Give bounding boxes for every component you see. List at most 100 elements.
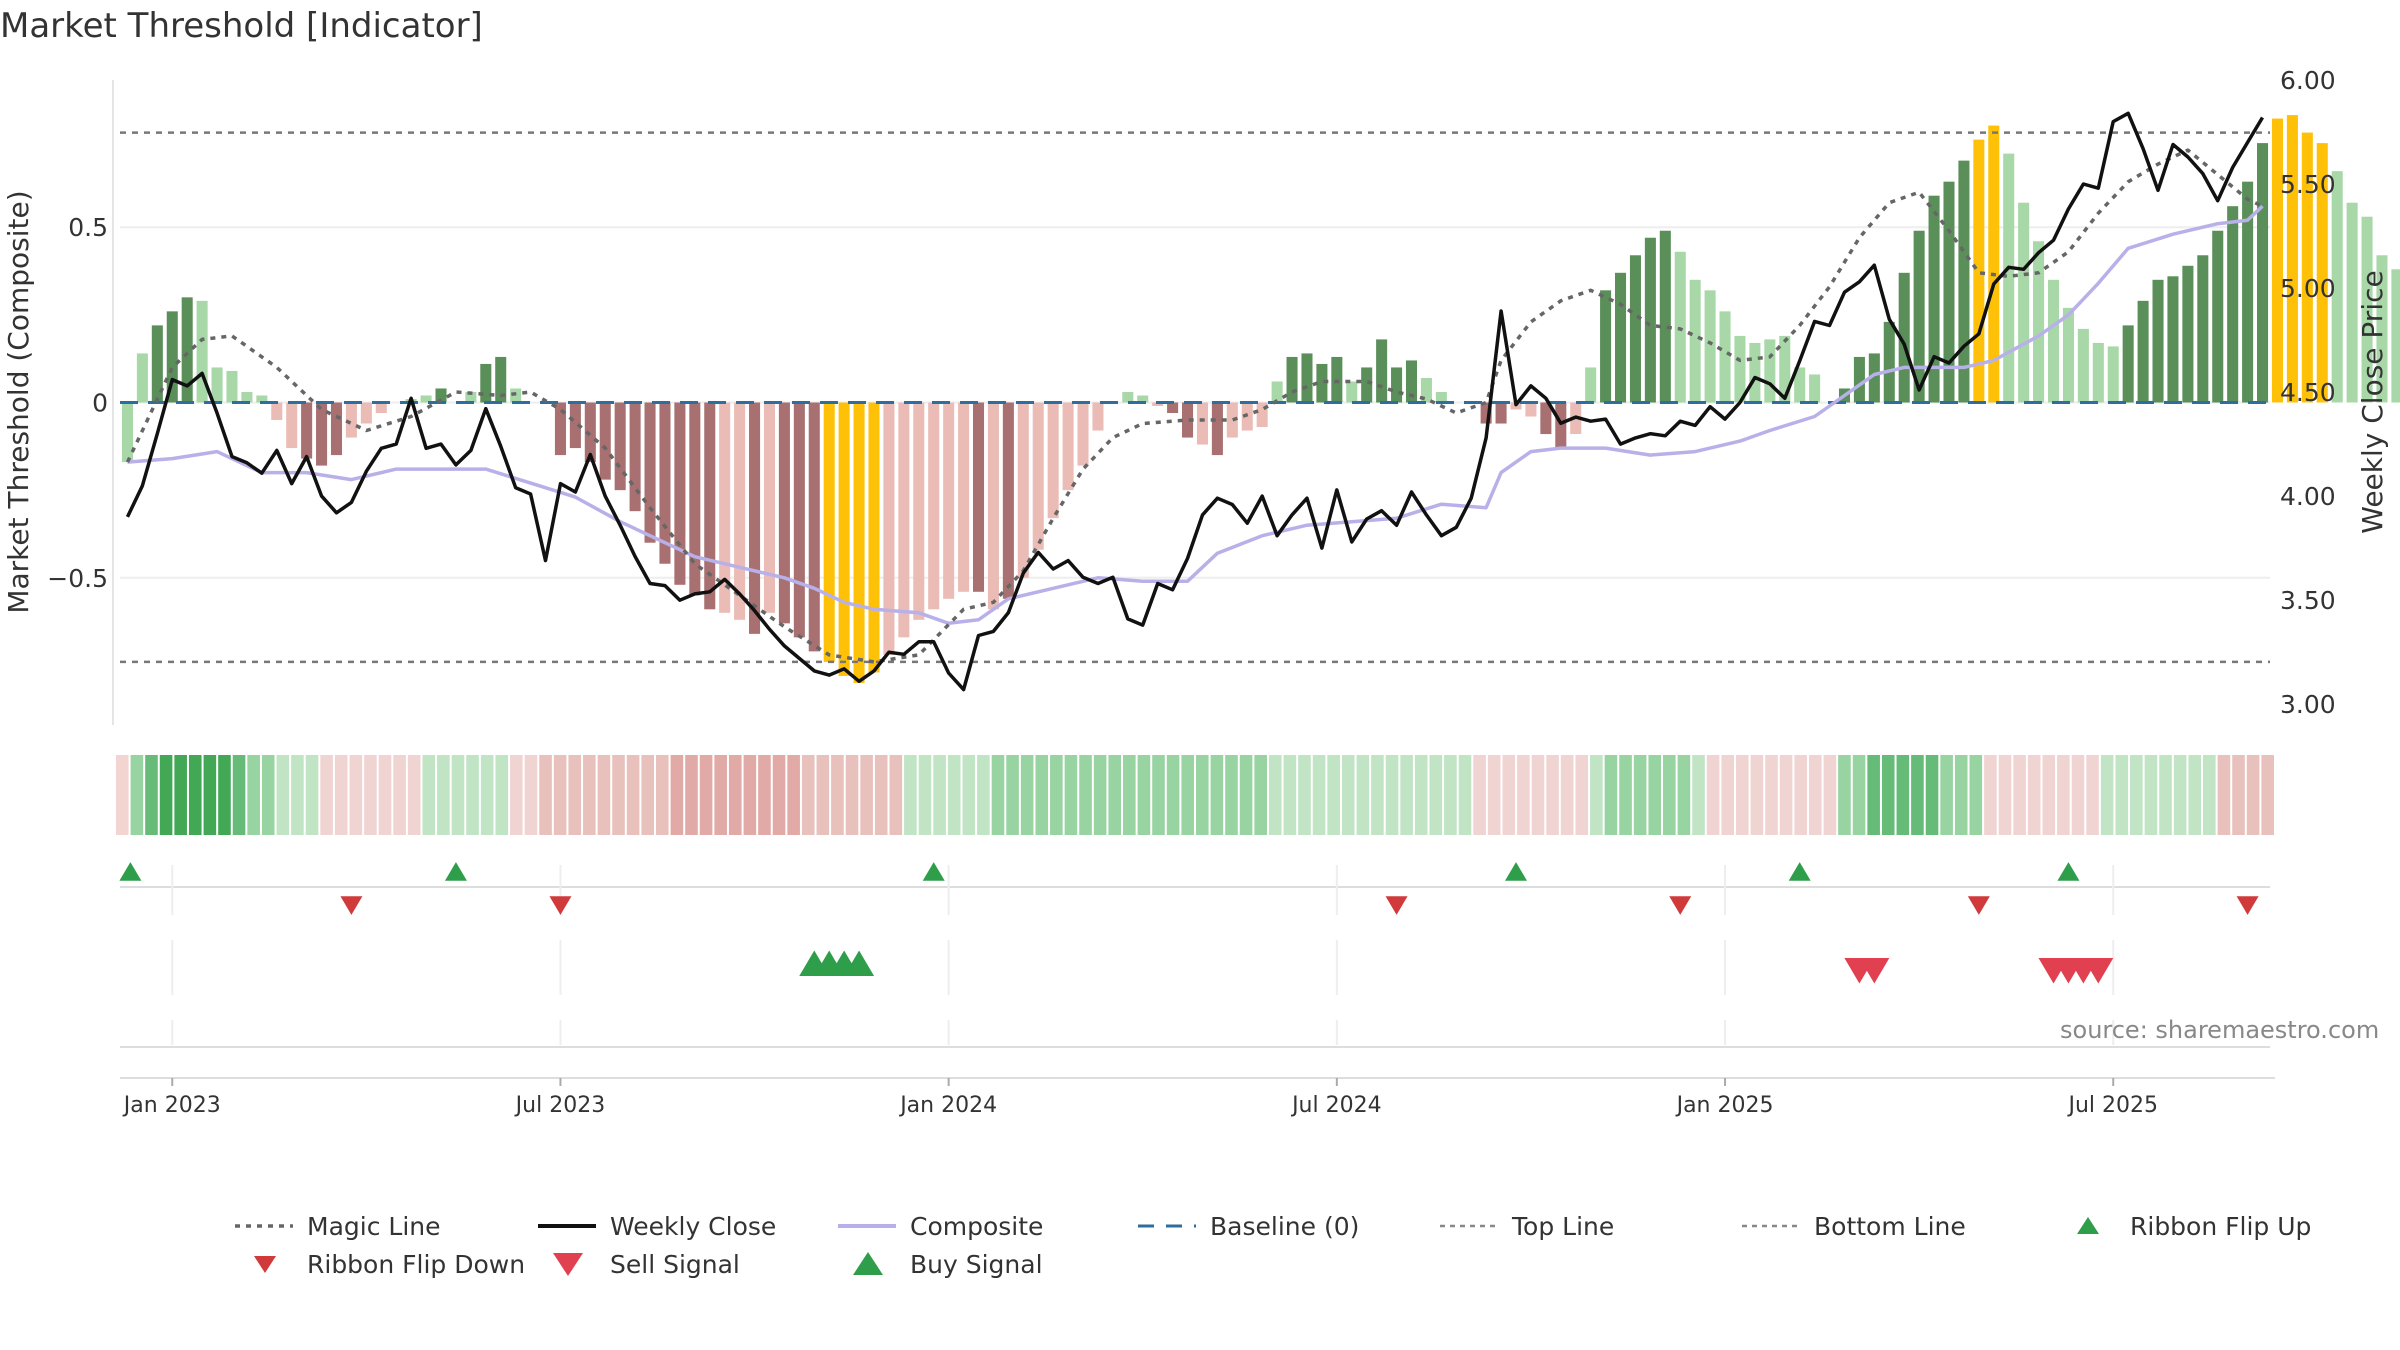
composite-bar: [659, 402, 671, 564]
composite-bar: [1958, 160, 1970, 403]
composite-bar: [2047, 279, 2060, 403]
composite-bar: [2033, 241, 2045, 403]
ribbon-cell: [2159, 755, 2172, 835]
composite-bar: [1286, 356, 1298, 403]
ribbon-cell: [714, 755, 727, 835]
composite-bar: [808, 402, 820, 652]
ribbon-cell: [2115, 755, 2129, 835]
ribbon-cell: [1225, 755, 1238, 835]
left-tick-label: −0.5: [47, 564, 108, 593]
composite-bar: [151, 325, 163, 403]
ribbon-cell: [1444, 755, 1457, 835]
composite-bar: [2182, 265, 2194, 403]
ribbon-cell: [758, 755, 771, 835]
composite-bar: [1032, 402, 1044, 550]
composite-bar: [2286, 115, 2298, 403]
ribbon-cell: [1838, 755, 1851, 835]
x-tick-label: Jan 2025: [1675, 1093, 1774, 1118]
ribbon-cell: [1852, 755, 1866, 835]
composite-bar: [1809, 374, 1821, 403]
ribbon-cell: [1531, 755, 1545, 835]
x-tick-label: Jul 2024: [1290, 1093, 1382, 1118]
ribbon-cell: [1123, 755, 1136, 835]
ribbon-cell: [1152, 755, 1165, 835]
ribbon-cell: [597, 755, 611, 835]
ribbon-cell: [1181, 755, 1194, 835]
composite-bar: [629, 402, 641, 512]
x-tick-label: Jan 2024: [898, 1093, 997, 1118]
composite-bar: [943, 402, 955, 599]
composite-bar: [2391, 269, 2400, 403]
ribbon-cell: [1969, 755, 1983, 835]
legend-swatch: [553, 1253, 583, 1276]
ribbon-cell: [889, 755, 903, 835]
buy-signal-marker: [844, 950, 875, 976]
x-tick-label: Jul 2023: [514, 1093, 606, 1118]
composite-bar: [360, 402, 372, 424]
composite-bar: [435, 388, 447, 403]
x-axis: Jan 2023 Jul 2023 Jan 2024 Jul 2024 Jan 2025…: [120, 1077, 2275, 1118]
ribbon-cell: [320, 755, 333, 835]
ribbon-cell: [1808, 755, 1822, 835]
composite-bar: [2092, 342, 2104, 403]
ribbon-cell: [1765, 755, 1778, 835]
ribbon-cell: [1035, 755, 1049, 835]
composite-bar: [2227, 206, 2239, 403]
ribbon-flip-up-marker: [444, 862, 467, 881]
ribbon-cell: [1254, 755, 1267, 835]
ribbon-flip-down-marker: [549, 896, 572, 915]
ribbon-flip-down-marker: [1967, 896, 1990, 915]
composite-bar: [928, 402, 940, 610]
ribbon-cell: [1166, 755, 1180, 835]
ribbon-cell: [2057, 755, 2070, 835]
axes-layer: 0.5 0 −0.5 6.00 5.50 5.00 4.50 4.00 3.50 3.00 Mark…: [2, 66, 2389, 725]
ribbon-cell: [1984, 755, 1997, 835]
composite-bar: [1361, 367, 1373, 403]
ribbon-cell: [1517, 755, 1530, 835]
ribbon-cell: [1692, 755, 1705, 835]
ribbon-cell: [2086, 755, 2099, 835]
composite-bar: [1331, 356, 1343, 403]
ribbon-cell: [1371, 755, 1384, 835]
ribbon-cell: [656, 755, 669, 835]
ribbon-cell: [422, 755, 436, 835]
composite-bar: [2271, 118, 2283, 403]
ribbon-cell: [203, 755, 217, 835]
right-tick-label: 5.50: [2280, 170, 2336, 199]
legend-label: Magic Line: [307, 1212, 441, 1241]
ribbon-cell: [524, 755, 538, 835]
composite-bar: [2376, 255, 2388, 403]
composite-bar: [1405, 360, 1418, 403]
ribbon-cell: [218, 755, 231, 835]
ribbon-flip-up-marker: [922, 862, 945, 881]
ribbon-cell: [2130, 755, 2143, 835]
ribbon-cell: [130, 755, 144, 835]
composite-bar: [1659, 230, 1671, 403]
ribbon-cell: [1502, 755, 1516, 835]
composite-bar: [584, 402, 596, 463]
composite-bar: [1853, 356, 1865, 403]
composite-bar: [1943, 181, 1955, 403]
legend-label: Top Line: [1511, 1212, 1614, 1241]
legend-item: Ribbon Flip Up: [2077, 1212, 2311, 1241]
legend-swatch: [2077, 1217, 2099, 1234]
composite-bar: [1391, 367, 1403, 403]
ribbon-cell: [116, 755, 129, 835]
composite-bar: [1420, 377, 1432, 403]
composite-bar: [1316, 363, 1328, 403]
ribbon-cell: [1079, 755, 1092, 835]
ribbon-cell: [466, 755, 479, 835]
ribbon-cell: [1385, 755, 1399, 835]
ribbon-cell: [1268, 755, 1282, 835]
ribbon-cell: [860, 755, 873, 835]
composite-bar: [286, 402, 298, 449]
ribbon-cell: [364, 755, 377, 835]
ribbon-cell: [831, 755, 844, 835]
ribbon-cell: [1546, 755, 1559, 835]
ribbon-cell: [626, 755, 640, 835]
ribbon-cell: [904, 755, 917, 835]
composite-bar: [2331, 171, 2343, 403]
legend-label: Ribbon Flip Down: [307, 1250, 525, 1279]
composite-bar: [1629, 255, 1641, 403]
